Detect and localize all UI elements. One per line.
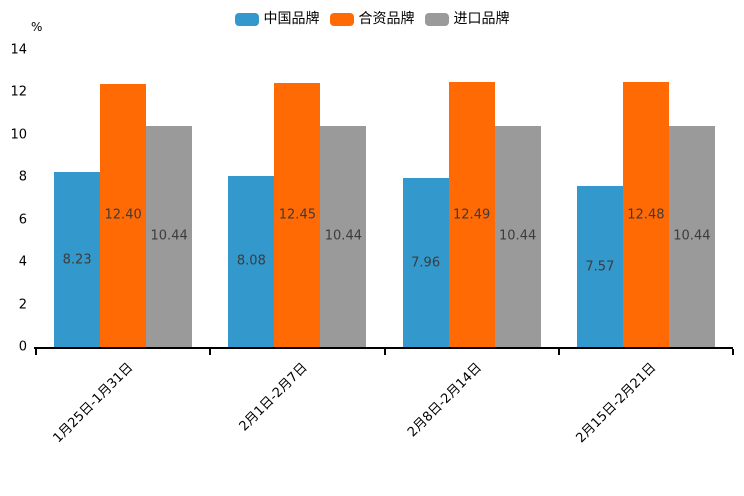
bar-group-1: 8.08 12.45 10.44 bbox=[210, 50, 384, 347]
bar-value-label: 12.40 bbox=[104, 207, 142, 223]
y-tick-label-2: 2 bbox=[18, 297, 27, 313]
x-tick-mark-2 bbox=[383, 349, 386, 355]
x-category-label-2: 2月8日-2月14日 bbox=[404, 360, 485, 441]
y-tick-label-10: 10 bbox=[10, 127, 27, 143]
bar-合资品牌-1: 12.45 bbox=[274, 82, 321, 347]
y-tick-label-4: 4 bbox=[18, 254, 27, 270]
legend-item-2[interactable]: 进口品牌 bbox=[424, 11, 510, 27]
bar-value-label: 10.44 bbox=[673, 228, 711, 244]
bar-进口品牌-2: 10.44 bbox=[494, 125, 541, 347]
y-tick-label-14: 14 bbox=[10, 42, 27, 58]
x-axis-line bbox=[34, 347, 733, 349]
bar-合资品牌-3: 12.48 bbox=[622, 82, 669, 347]
x-category-label-0: 1月25日-1月31日 bbox=[50, 360, 137, 447]
legend-swatch-icon bbox=[424, 12, 449, 26]
x-category-label-3: 2月15日-2月21日 bbox=[572, 360, 659, 447]
bar-中国品牌-0: 8.23 bbox=[54, 172, 101, 347]
bar-value-label: 8.08 bbox=[236, 253, 266, 269]
bar-value-label: 12.49 bbox=[453, 207, 491, 223]
x-category-label-1: 2月1日-2月7日 bbox=[236, 360, 311, 435]
x-tick-mark-1 bbox=[209, 349, 212, 355]
legend-swatch-icon bbox=[329, 12, 354, 26]
bar-value-label: 10.44 bbox=[499, 228, 537, 244]
bar-中国品牌-2: 7.96 bbox=[402, 178, 449, 347]
bar-value-label: 12.48 bbox=[627, 207, 665, 223]
bar-value-label: 7.57 bbox=[585, 259, 615, 275]
legend-item-label: 进口品牌 bbox=[453, 11, 510, 27]
bar-合资品牌-2: 12.49 bbox=[448, 82, 495, 347]
bar-合资品牌-0: 12.40 bbox=[100, 83, 147, 347]
bar-group-0: 8.23 12.40 10.44 bbox=[36, 50, 210, 347]
x-tick-mark-3 bbox=[557, 349, 560, 355]
y-tick-label-8: 8 bbox=[18, 169, 27, 185]
legend-swatch-icon bbox=[234, 12, 259, 26]
x-tick-mark-4 bbox=[732, 349, 734, 355]
bar-value-label: 10.44 bbox=[324, 228, 362, 244]
bar-value-label: 10.44 bbox=[150, 228, 188, 244]
plot-area: 8.23 12.40 10.44 8.08 12.45 10.44 7.96 12.49 10.… bbox=[10, 44, 734, 446]
bar-中国品牌-1: 8.08 bbox=[228, 175, 275, 347]
legend-item-label: 中国品牌 bbox=[263, 11, 320, 27]
legend-item-0[interactable]: 中国品牌 bbox=[234, 11, 320, 27]
bar-中国品牌-3: 7.57 bbox=[576, 186, 623, 347]
y-tick-label-12: 12 bbox=[10, 84, 27, 100]
y-tick-label-0: 0 bbox=[18, 339, 27, 355]
legend-item-label: 合资品牌 bbox=[358, 11, 415, 27]
y-axis-unit-label: % bbox=[31, 20, 43, 34]
x-tick-mark-0 bbox=[35, 349, 37, 355]
bar-group-3: 7.57 12.48 10.44 bbox=[559, 50, 733, 347]
legend: 中国品牌 合资品牌 进口品牌 bbox=[0, 12, 744, 26]
bar-进口品牌-3: 10.44 bbox=[668, 125, 715, 347]
y-tick-label-6: 6 bbox=[18, 212, 27, 228]
bar-进口品牌-0: 10.44 bbox=[146, 125, 193, 347]
bar-groups: 8.23 12.40 10.44 8.08 12.45 10.44 7.96 12.49 10.… bbox=[36, 50, 733, 347]
bar-value-label: 12.45 bbox=[278, 207, 316, 223]
bar-value-label: 8.23 bbox=[62, 252, 92, 268]
bar-进口品牌-1: 10.44 bbox=[320, 125, 367, 347]
bar-value-label: 7.96 bbox=[411, 255, 441, 271]
bar-group-2: 7.96 12.49 10.44 bbox=[385, 50, 559, 347]
legend-item-1[interactable]: 合资品牌 bbox=[329, 11, 415, 27]
